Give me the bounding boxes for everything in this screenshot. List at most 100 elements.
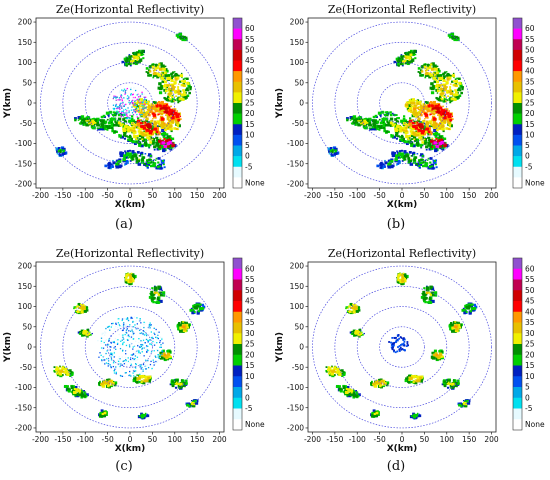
echo-cell	[128, 155, 133, 159]
clutter-point	[127, 334, 130, 336]
echo-cell	[390, 134, 394, 138]
echo-cell	[424, 114, 427, 117]
echo-cell	[396, 277, 398, 279]
echo-cell	[157, 296, 159, 299]
echo-cell	[443, 146, 446, 149]
echo-cell	[404, 132, 408, 135]
echo-cell	[163, 137, 166, 140]
echo-cell	[187, 89, 190, 92]
echo-cell	[143, 163, 146, 166]
echo-cell	[140, 160, 145, 164]
clutter-point	[122, 336, 124, 339]
echo-cell	[426, 301, 430, 304]
echo-cell	[422, 161, 425, 164]
echo-cell	[59, 150, 61, 153]
clutter-point	[130, 336, 133, 338]
echo-cell	[118, 134, 121, 136]
echo-cell	[400, 282, 404, 286]
echo-cell	[377, 125, 381, 128]
x-tick-label: 150	[190, 191, 205, 200]
echo-cell	[94, 118, 96, 120]
echo-cell	[412, 131, 416, 135]
echo-cell	[168, 114, 171, 117]
colorbar-swatch	[513, 60, 522, 72]
echo-cell	[407, 126, 410, 129]
echo-cell	[181, 384, 185, 388]
echo-cell	[137, 108, 141, 112]
echo-cell	[140, 382, 143, 384]
clutter-point	[119, 367, 121, 369]
echo-cell	[403, 122, 407, 126]
echo-cell	[143, 141, 148, 145]
echo-cell	[331, 153, 334, 157]
range-ring	[84, 306, 176, 388]
clutter-point	[101, 333, 103, 336]
echo-cell	[420, 70, 424, 73]
echo-cell	[143, 382, 146, 385]
echo-cell	[465, 312, 468, 314]
echo-cell	[197, 310, 200, 313]
plot-frame	[307, 261, 497, 433]
echo-cell	[446, 89, 450, 93]
echo-cell	[159, 139, 162, 141]
clutter-point	[112, 371, 115, 373]
echo-cell	[80, 115, 85, 119]
clutter-point	[130, 318, 132, 320]
echo-cell	[180, 72, 183, 75]
echo-cell	[138, 158, 140, 160]
colorbar-label: 45	[245, 297, 255, 306]
clutter-point	[142, 363, 145, 365]
echo-cell	[441, 383, 444, 386]
echo-cell	[104, 127, 107, 131]
echo-cell	[389, 124, 394, 127]
echo-cell	[161, 64, 165, 68]
clutter-point	[136, 352, 138, 355]
echo-cell	[111, 113, 115, 117]
echo-cell	[66, 373, 70, 377]
echo-cell	[133, 130, 137, 134]
echo-cell	[184, 77, 187, 80]
clutter-point	[145, 349, 147, 351]
echo-cell	[148, 380, 151, 383]
echo-cell	[406, 123, 409, 126]
clutter-point	[145, 368, 148, 370]
echo-cell	[162, 67, 166, 71]
echo-cell	[429, 101, 433, 103]
echo-cell	[412, 110, 416, 113]
clutter-point	[135, 375, 137, 377]
clutter-point	[162, 342, 164, 344]
echo-cell	[129, 160, 132, 162]
clutter-point	[131, 365, 134, 368]
echo-cell	[163, 71, 167, 75]
echo-cell	[424, 101, 428, 103]
clutter-point	[122, 368, 124, 370]
clutter-point	[130, 354, 133, 356]
clutter-point	[136, 375, 139, 378]
clutter-point	[139, 355, 141, 357]
echo-cell	[408, 134, 412, 138]
clutter-point	[125, 372, 127, 374]
echo-cell	[77, 119, 80, 121]
echo-cell	[83, 333, 87, 337]
echo-cell	[376, 120, 380, 124]
echo-cell	[441, 92, 445, 95]
echo-cell	[155, 67, 158, 70]
echo-cell	[354, 120, 359, 124]
echo-cell	[418, 413, 420, 415]
echo-cell	[410, 158, 412, 160]
clutter-point	[152, 366, 154, 368]
clutter-point	[103, 340, 105, 343]
echo-cell	[123, 131, 127, 135]
echo-cell	[99, 127, 103, 131]
clutter-point	[127, 357, 129, 359]
clutter-point	[150, 351, 153, 353]
echo-cell	[171, 108, 176, 112]
clutter-point	[119, 358, 121, 360]
echo-cell	[159, 165, 162, 168]
echo-cell	[401, 58, 404, 61]
clutter-point	[152, 344, 155, 346]
echo-cell	[401, 160, 404, 162]
echo-cell	[150, 290, 154, 294]
echo-cell	[410, 124, 413, 127]
clutter-point	[126, 332, 128, 334]
